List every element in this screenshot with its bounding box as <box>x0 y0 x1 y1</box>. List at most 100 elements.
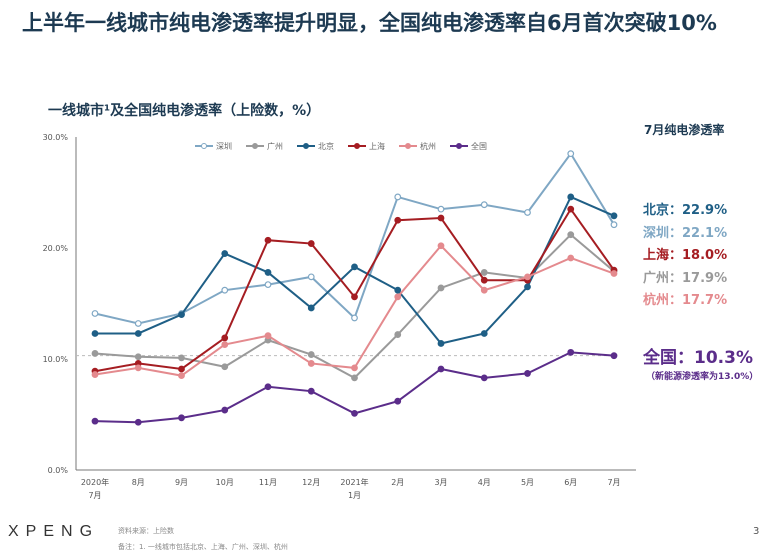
x-tick-label: 10月 <box>216 478 234 487</box>
xpeng-logo: XPENG <box>8 523 100 540</box>
data-point <box>394 397 402 405</box>
data-point <box>351 364 358 372</box>
series-全国 <box>91 348 618 426</box>
data-point <box>394 216 402 224</box>
legend-label: 北京 <box>318 141 334 151</box>
national-value: 全国：10.3% <box>643 348 753 368</box>
data-point <box>351 293 358 301</box>
data-point <box>437 205 445 213</box>
data-point <box>610 352 618 360</box>
data-point <box>178 414 185 422</box>
data-point <box>264 332 272 340</box>
legend-item: 杭州 <box>399 141 436 151</box>
x-tick-label: 9月 <box>175 478 188 487</box>
legend-marker <box>405 143 411 149</box>
legend-item: 全国 <box>450 141 487 151</box>
data-point <box>307 240 315 247</box>
legend-marker <box>354 143 360 149</box>
legend-label: 广州 <box>267 141 283 151</box>
data-point <box>524 370 531 377</box>
x-tick-label: 8月 <box>132 478 145 487</box>
x-tick-label: 12月 <box>302 478 320 487</box>
data-point <box>567 150 575 158</box>
x-tick-label: 4月 <box>478 478 491 487</box>
july-value-4: 杭州：17.7% <box>643 293 728 308</box>
data-point <box>221 250 229 257</box>
series-line <box>94 207 615 373</box>
x-tick-label: 11月 <box>259 478 277 487</box>
data-point <box>134 320 142 327</box>
data-point <box>610 212 618 220</box>
data-point <box>264 269 272 276</box>
data-point <box>178 365 185 373</box>
data-point <box>437 214 445 222</box>
july-value-2: 上海：18.0% <box>643 248 728 263</box>
data-point <box>437 242 445 250</box>
data-point <box>221 341 229 348</box>
data-point <box>567 231 575 239</box>
data-point <box>351 263 358 271</box>
legend-item: 广州 <box>246 141 283 151</box>
data-point <box>480 269 488 276</box>
data-point <box>567 348 575 356</box>
legend-marker <box>252 143 258 149</box>
legend-label: 杭州 <box>420 141 436 151</box>
data-point <box>610 270 618 277</box>
data-point <box>351 314 358 322</box>
data-point <box>178 311 185 319</box>
data-point <box>134 353 142 361</box>
data-point <box>524 273 531 281</box>
national-note: （新能源渗透率为13.0%） <box>646 372 759 382</box>
data-point <box>394 293 402 301</box>
data-point <box>524 283 531 291</box>
july-value-3: 广州：17.9% <box>643 270 728 286</box>
series-line <box>94 233 615 380</box>
x-tick-label: 1月 <box>348 491 361 500</box>
legend-marker <box>456 143 462 149</box>
data-point <box>221 363 229 371</box>
legend-label: 全国 <box>471 141 487 151</box>
data-point <box>351 409 358 417</box>
series-上海 <box>91 205 618 375</box>
x-tick-label: 5月 <box>521 478 534 487</box>
data-point <box>134 330 142 337</box>
x-tick-label: 7月 <box>88 491 101 500</box>
data-point <box>91 371 99 378</box>
footnote: 备注：1. 一线城市包括北京、上海、广州、深圳、杭州 <box>118 543 288 551</box>
data-point <box>437 340 445 347</box>
data-point <box>134 418 142 426</box>
data-point <box>567 193 575 201</box>
legend-label: 深圳 <box>216 141 232 151</box>
data-point <box>221 286 229 294</box>
data-point <box>567 205 575 213</box>
data-point <box>567 254 575 262</box>
data-point <box>351 374 358 382</box>
series-广州 <box>91 231 618 382</box>
data-point <box>394 331 402 338</box>
data-point <box>264 383 272 391</box>
data-point <box>264 281 272 289</box>
y-tick-label: 10.0% <box>43 355 69 364</box>
page-title: 上半年一线城市纯电渗透率提升明显，全国纯电渗透率自6月首次突破10% <box>22 11 717 35</box>
july-value-0: 北京：22.9% <box>643 203 728 218</box>
x-tick-label: 2020年 <box>81 477 109 487</box>
data-point <box>221 406 229 414</box>
data-point <box>91 417 99 425</box>
data-point <box>221 334 229 342</box>
x-tick-label: 2021年 <box>340 477 368 487</box>
x-tick-label: 7月 <box>607 478 620 487</box>
data-point <box>480 330 488 337</box>
data-point <box>91 350 99 357</box>
data-point <box>307 351 315 358</box>
right-panel-title: 7月纯电渗透率 <box>644 123 725 137</box>
data-point <box>437 365 445 373</box>
series-北京 <box>91 193 618 347</box>
x-tick-label: 3月 <box>434 478 447 487</box>
data-point <box>394 193 402 201</box>
data-point <box>307 273 315 281</box>
data-point <box>307 387 315 395</box>
data-point <box>437 284 445 292</box>
data-point <box>480 374 488 382</box>
legend-marker <box>201 143 207 149</box>
